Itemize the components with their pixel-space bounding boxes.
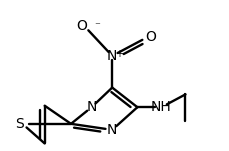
Text: ⁻: ⁻ <box>94 21 100 31</box>
Text: NH: NH <box>151 100 172 114</box>
Text: O: O <box>145 30 156 44</box>
Text: N: N <box>107 49 117 63</box>
Text: +: + <box>115 49 123 59</box>
Text: S: S <box>15 117 23 131</box>
Text: O: O <box>76 19 87 33</box>
Text: N: N <box>107 123 117 137</box>
Text: N: N <box>86 100 97 114</box>
